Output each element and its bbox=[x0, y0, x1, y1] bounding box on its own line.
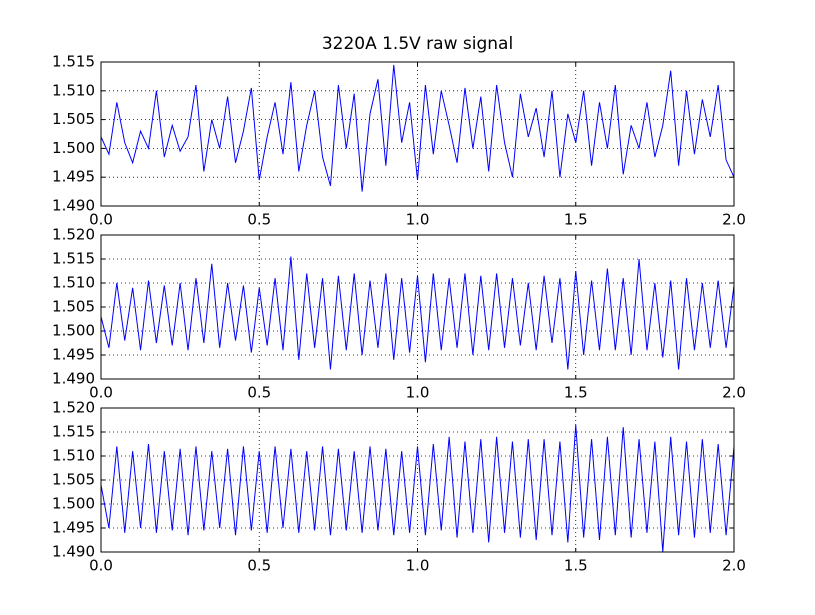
x-tick-label: 0.5 bbox=[247, 557, 271, 575]
y-tick-label: 1.510 bbox=[52, 447, 95, 465]
axes-frame bbox=[100, 61, 735, 207]
x-tick-label: 0.0 bbox=[89, 557, 113, 575]
y-tick-label: 1.520 bbox=[52, 399, 95, 417]
chart-title: 3220A 1.5V raw signal bbox=[322, 34, 513, 54]
y-tick-label: 1.490 bbox=[52, 197, 95, 215]
axes-frame bbox=[100, 234, 735, 380]
x-tick-label: 1.5 bbox=[564, 211, 588, 229]
y-tick-label: 1.515 bbox=[52, 53, 95, 71]
y-tick-label: 1.500 bbox=[52, 495, 95, 513]
y-tick-label: 1.505 bbox=[52, 471, 95, 489]
y-tick-label: 1.500 bbox=[52, 322, 95, 340]
x-tick-label: 1.0 bbox=[406, 211, 430, 229]
x-tick-label: 2.0 bbox=[722, 384, 746, 402]
signal-line bbox=[100, 424, 735, 553]
x-tick-label: 0.5 bbox=[247, 384, 271, 402]
y-tick-label: 1.505 bbox=[52, 110, 95, 128]
x-tick-label: 1.0 bbox=[406, 557, 430, 575]
y-tick-label: 1.520 bbox=[52, 226, 95, 244]
x-tick-label: 2.0 bbox=[722, 557, 746, 575]
x-tick-label: 0.0 bbox=[89, 384, 113, 402]
axes-frame bbox=[100, 407, 735, 553]
y-tick-label: 1.515 bbox=[52, 250, 95, 268]
x-tick-label: 2.0 bbox=[722, 211, 746, 229]
y-tick-label: 1.515 bbox=[52, 423, 95, 441]
signal-line bbox=[100, 256, 735, 370]
y-tick-label: 1.500 bbox=[52, 139, 95, 157]
x-tick-label: 0.5 bbox=[247, 211, 271, 229]
x-tick-label: 1.5 bbox=[564, 557, 588, 575]
signal-line bbox=[100, 64, 735, 192]
x-tick-label: 0.0 bbox=[89, 211, 113, 229]
y-tick-label: 1.495 bbox=[52, 346, 95, 364]
y-tick-label: 1.510 bbox=[52, 81, 95, 99]
y-tick-label: 1.490 bbox=[52, 543, 95, 561]
y-tick-label: 1.510 bbox=[52, 274, 95, 292]
x-tick-label: 1.5 bbox=[564, 384, 588, 402]
y-tick-label: 1.505 bbox=[52, 298, 95, 316]
y-tick-label: 1.495 bbox=[52, 519, 95, 537]
x-tick-label: 1.0 bbox=[406, 384, 430, 402]
y-tick-label: 1.490 bbox=[52, 370, 95, 388]
y-tick-label: 1.495 bbox=[52, 168, 95, 186]
